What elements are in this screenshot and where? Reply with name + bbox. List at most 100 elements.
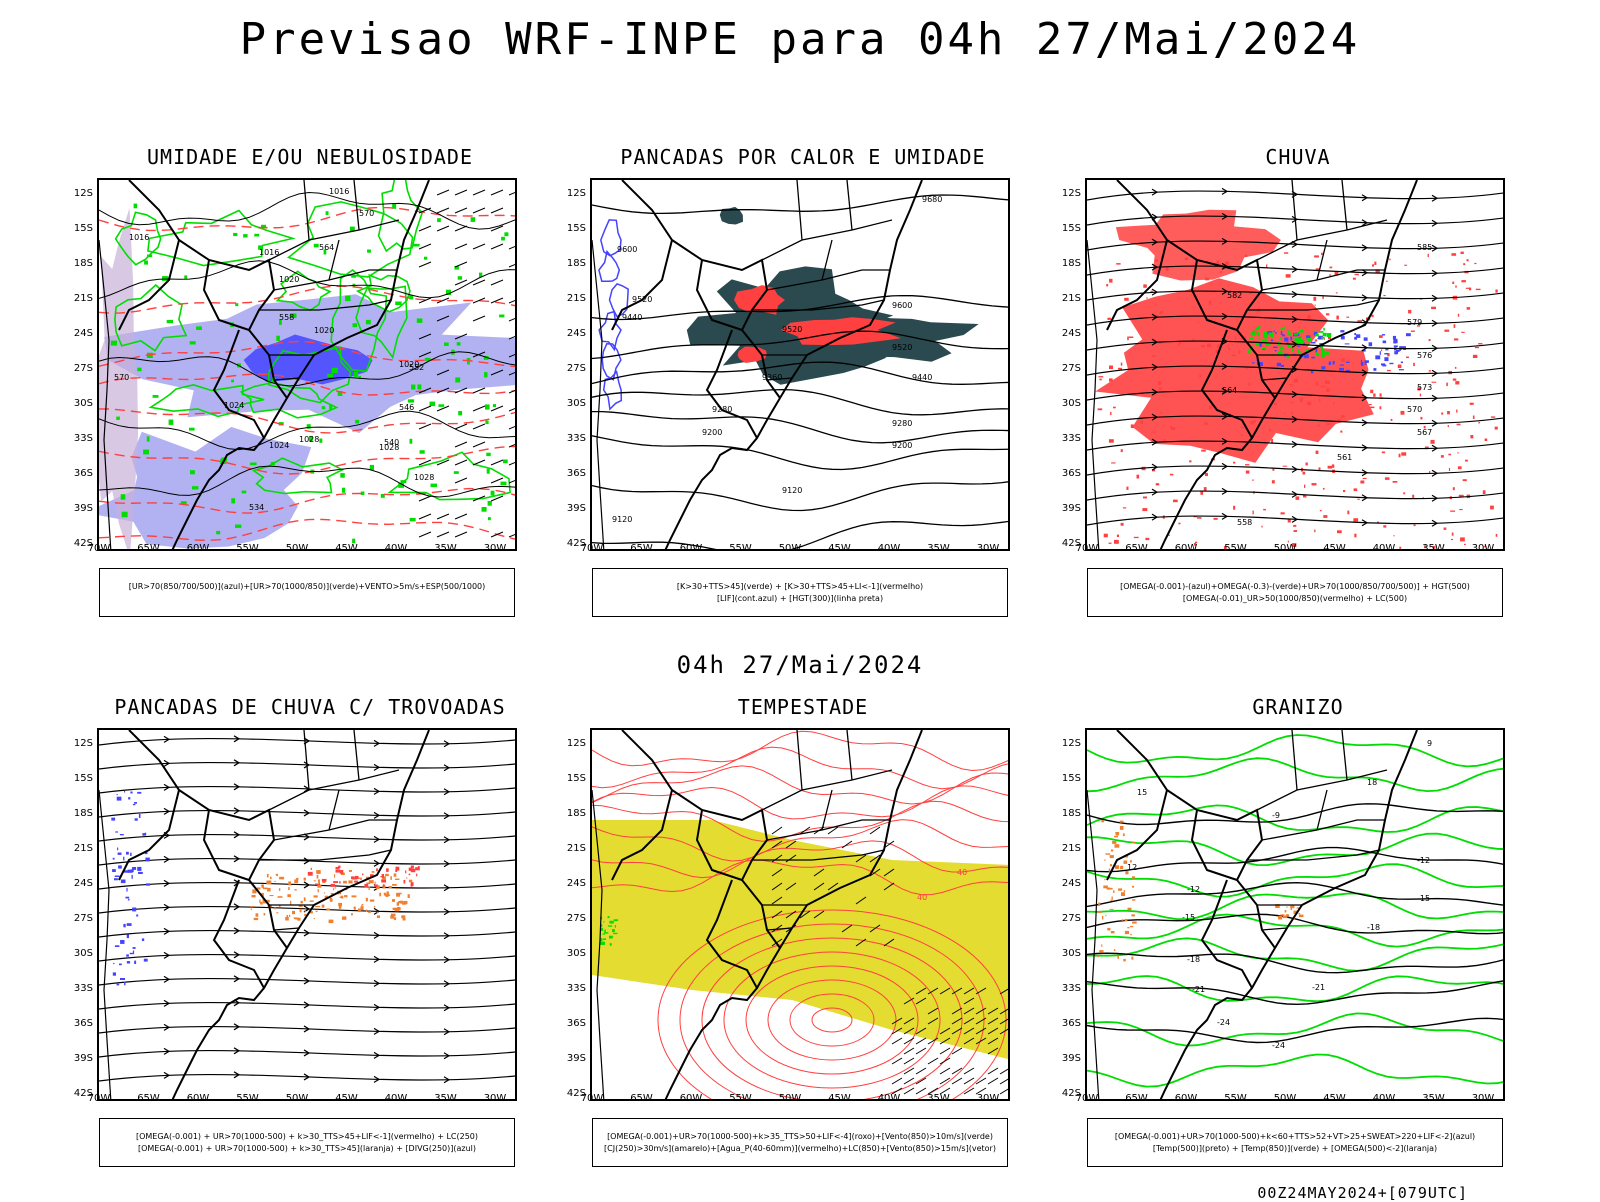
orange-speckle xyxy=(250,908,252,910)
blue-speckle xyxy=(134,818,138,821)
red-speckle xyxy=(1451,253,1457,256)
red-speckle xyxy=(1150,290,1153,293)
red-speckle xyxy=(1451,538,1454,541)
green-speckle xyxy=(120,494,126,500)
red-speckle xyxy=(1377,521,1379,523)
blue-speckle xyxy=(120,879,126,884)
isobar xyxy=(99,465,515,498)
blue-speckle xyxy=(1339,364,1345,366)
lon-tick: 55W xyxy=(729,1093,752,1104)
orange-speckle xyxy=(1112,840,1117,844)
orange-speckle xyxy=(296,877,299,880)
wind-arrow xyxy=(454,225,468,232)
streamline-arrow xyxy=(233,1047,241,1055)
wind-arrow xyxy=(987,1077,999,1085)
blue-speckle xyxy=(114,878,118,881)
red-streamline xyxy=(789,993,875,1047)
wind-arrow xyxy=(927,987,939,995)
blue-speckle xyxy=(126,851,129,855)
red-speckle xyxy=(380,876,382,878)
red-speckle xyxy=(1454,366,1457,369)
contour-label: 9360 xyxy=(762,373,782,382)
orange-speckle xyxy=(368,886,370,891)
blue-speckle xyxy=(1280,331,1283,335)
country-border xyxy=(1116,180,1276,399)
orange-speckle xyxy=(260,901,263,905)
red-speckle xyxy=(1337,530,1342,534)
blue-speckle xyxy=(1354,333,1356,335)
wind-arrow xyxy=(927,1037,939,1045)
wind-arrow xyxy=(883,840,895,849)
red-speckle xyxy=(1098,376,1104,378)
wind-arrow xyxy=(508,479,515,484)
red-speckle xyxy=(1250,434,1254,437)
red-speckle xyxy=(1427,253,1429,258)
wind-arrow xyxy=(975,1037,987,1045)
red-speckle xyxy=(1401,452,1407,456)
orange-speckle xyxy=(276,912,279,914)
red-speckle xyxy=(1273,402,1277,406)
lat-tick: 21S xyxy=(1061,293,1081,304)
lon-tick: 40W xyxy=(1372,1093,1396,1104)
contour-label: -21 xyxy=(1312,983,1325,992)
green-speckle xyxy=(458,411,463,416)
contour-label: 1020 xyxy=(279,275,299,284)
red-speckle xyxy=(416,873,418,877)
orange-speckle xyxy=(260,885,262,887)
red-speckle xyxy=(1490,416,1496,418)
green-speckle xyxy=(1280,327,1284,331)
wind-arrow xyxy=(869,924,881,933)
blue-speckle xyxy=(128,898,130,901)
streamline-arrow xyxy=(1221,262,1229,270)
orange-speckle xyxy=(315,910,318,912)
green-speckle xyxy=(1255,327,1260,330)
red-speckle xyxy=(1390,418,1393,421)
streamline-arrow xyxy=(373,787,381,795)
red-speckle xyxy=(1234,386,1236,391)
atlantic-coastline xyxy=(664,180,923,549)
red-speckle xyxy=(1117,367,1123,370)
lat-tick: 36S xyxy=(1061,468,1081,479)
green-speckle xyxy=(327,373,334,378)
blue-speckle xyxy=(1342,336,1345,339)
blue-speckle xyxy=(1332,360,1335,365)
streamline-arrow xyxy=(1151,463,1159,471)
lon-tick: 60W xyxy=(1174,543,1198,554)
blue-speckle xyxy=(130,852,132,856)
blue-speckle xyxy=(1311,356,1315,359)
orange-speckle xyxy=(358,877,361,879)
red-speckle xyxy=(1130,424,1134,428)
state-border xyxy=(1341,180,1348,231)
orange-speckle xyxy=(360,906,364,911)
lon-tick: 30W xyxy=(483,1093,507,1104)
streamline-arrow xyxy=(1151,288,1159,296)
height-contour xyxy=(592,520,1008,549)
red-speckle xyxy=(1303,494,1307,498)
red-speckle xyxy=(1234,336,1237,340)
wind-arrow xyxy=(454,243,468,250)
green-contour xyxy=(1087,913,1503,948)
blue-speckle xyxy=(131,868,134,873)
lon-tick: 60W xyxy=(679,1093,703,1104)
red-speckle xyxy=(374,884,378,887)
state-borders xyxy=(1247,730,1388,931)
red-speckle xyxy=(1340,430,1343,433)
pacific-coastline xyxy=(1087,239,1100,549)
contour-label: 9520 xyxy=(632,295,652,304)
coastline-borders xyxy=(99,180,430,549)
streamline-arrow xyxy=(1361,219,1369,227)
orange-speckle xyxy=(338,905,342,909)
blue-speckle xyxy=(137,791,142,794)
green-speckle xyxy=(146,436,150,442)
wind-arrow xyxy=(418,261,432,268)
red-speckle xyxy=(381,879,386,883)
orange-speckle xyxy=(334,887,337,889)
green-speckle xyxy=(349,226,355,232)
blue-speckle xyxy=(1393,338,1398,342)
blue-speckle xyxy=(113,962,115,965)
panel-title-pancadas-calor: PANCADAS POR CALOR E UMIDADE xyxy=(620,145,986,169)
blue-contour xyxy=(598,249,621,283)
green-speckle xyxy=(345,295,351,302)
lon-tick: 50W xyxy=(778,1093,802,1104)
wind-arrow xyxy=(963,1027,975,1035)
